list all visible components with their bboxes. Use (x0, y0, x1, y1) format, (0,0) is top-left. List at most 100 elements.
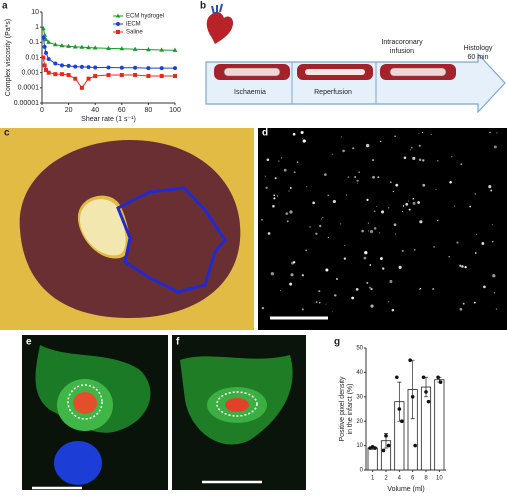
marker (42, 44, 47, 49)
x-tick-label: 60 (118, 107, 126, 114)
particle (476, 233, 478, 235)
data-point (421, 375, 426, 380)
data-point (424, 390, 428, 394)
balloon (223, 67, 281, 77)
marker (133, 65, 138, 70)
data-point (386, 443, 391, 448)
particle (430, 134, 432, 136)
particle (347, 176, 350, 178)
panel-letter: c (4, 128, 10, 139)
stage-label: Ischaemia (234, 89, 266, 96)
marker (46, 56, 51, 61)
panel-letter: d (262, 128, 268, 139)
vessel-lumen (305, 69, 365, 75)
heart-vessels (211, 3, 223, 15)
marker (59, 72, 64, 77)
legend-marker (116, 22, 120, 26)
particle (281, 157, 283, 159)
particle (433, 246, 435, 248)
particle (389, 280, 393, 284)
y-tick-label: 10 (31, 9, 39, 16)
marker (53, 72, 58, 77)
particle (369, 264, 372, 266)
particle (493, 292, 496, 294)
panel-letter: a (2, 1, 8, 12)
y-axis-label: in the infarct (%) (347, 384, 354, 435)
particle (355, 288, 359, 291)
legend-label: iECM (126, 22, 141, 28)
data-point (426, 399, 431, 404)
particle (402, 205, 405, 207)
marker (132, 46, 138, 51)
particle (300, 131, 304, 135)
x-tick-label: 80 (145, 107, 153, 114)
data-point (410, 395, 415, 399)
particle (321, 218, 322, 220)
particle (288, 190, 290, 192)
particle (261, 306, 265, 310)
particle (495, 308, 498, 310)
particle (418, 132, 420, 134)
particle (490, 189, 493, 192)
particle (410, 146, 413, 149)
nucleus-stain (225, 398, 249, 412)
particle (285, 212, 289, 216)
data-point (384, 434, 388, 438)
particle (283, 168, 287, 172)
particle (379, 140, 382, 143)
marker (173, 66, 177, 71)
marker (66, 73, 71, 78)
legend-marker (116, 30, 120, 34)
particle (327, 194, 330, 197)
particle (290, 273, 294, 277)
particle (421, 131, 424, 134)
particle (492, 274, 496, 278)
micrograph-f (172, 335, 306, 490)
data-point (397, 407, 402, 411)
marker (42, 32, 48, 37)
highlight-circle (67, 384, 103, 420)
marker (86, 76, 91, 81)
marker (106, 73, 111, 78)
particle (332, 199, 336, 204)
y-tick-label: 0.001 (21, 70, 39, 77)
marker (53, 61, 58, 66)
legend-label: ECM hydrogel (126, 14, 164, 20)
marker (79, 85, 84, 90)
particle (289, 210, 293, 214)
marker (86, 65, 91, 70)
x-tick-label: 0 (40, 107, 44, 114)
particle (380, 257, 383, 260)
particle (418, 158, 422, 162)
marker (86, 44, 91, 50)
nucleus-stain (73, 392, 97, 414)
x-tick-label: 20 (65, 107, 73, 114)
panel-letter: e (26, 337, 32, 348)
x-tick-label: 40 (91, 107, 99, 114)
particle (389, 181, 392, 184)
marker (43, 50, 48, 55)
marker (92, 45, 98, 50)
bar (434, 379, 445, 471)
infusion-label: infusion (390, 48, 414, 55)
bar (367, 447, 378, 471)
particle (405, 202, 409, 206)
marker (41, 35, 46, 40)
marker (43, 67, 48, 72)
particle (344, 244, 346, 247)
marker (133, 73, 138, 78)
y-tick-label: 10 (356, 443, 363, 449)
particle (361, 229, 364, 233)
particle (369, 286, 371, 289)
data-point (408, 358, 412, 363)
particle (301, 274, 304, 277)
particle (325, 268, 329, 272)
particle (289, 186, 292, 189)
particle (491, 240, 494, 243)
particle (392, 190, 394, 193)
particle (319, 224, 322, 228)
particle (437, 160, 439, 162)
marker (119, 46, 125, 51)
particle (296, 161, 299, 163)
y-tick-label: 0 (360, 468, 364, 474)
